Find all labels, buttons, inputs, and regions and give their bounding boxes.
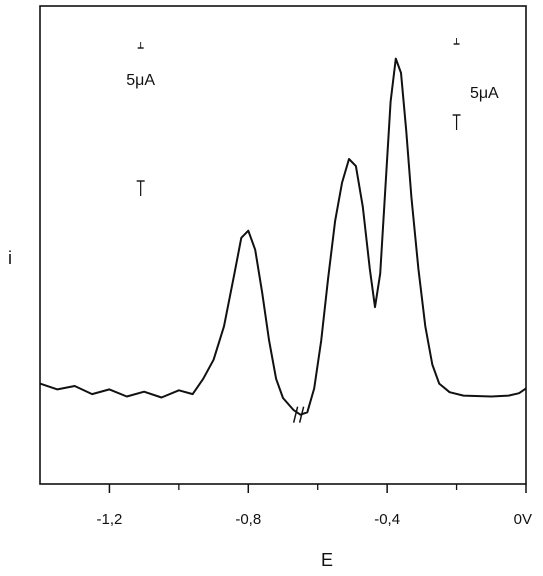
x-tick-label: -1,2 [96,511,122,528]
x-tick-label: -0,4 [374,511,400,528]
x-axis-label: E [321,550,333,570]
scale-bar: 5μA [126,42,155,196]
scale-bar-label: 5μA [470,85,499,102]
axis-break-mark [292,406,305,423]
x-axis-ticks: -1,2 -0,8 -0,4 0V [96,484,532,528]
scale-bar: 5μA [452,38,499,130]
current-scale-bars: 5μA 5μA [126,38,499,196]
x-tick-label: 0V [514,511,532,528]
y-axis-label: i [8,248,12,268]
x-tick-label: -0,8 [235,511,261,528]
axis-break-stroke [292,406,299,423]
scale-bar-label: 5μA [126,72,155,89]
axis-break-stroke [298,406,305,423]
plot-frame [39,5,527,485]
current-potential-curve [39,57,527,416]
